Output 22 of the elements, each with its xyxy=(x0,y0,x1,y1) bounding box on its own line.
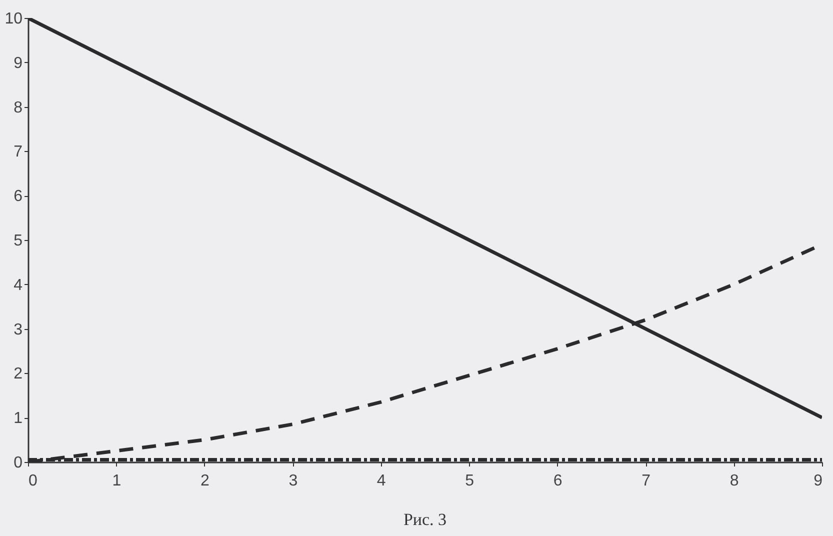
x-tick-label: 5 xyxy=(465,472,474,490)
x-tick-label: 4 xyxy=(376,472,386,490)
x-tick-label: 3 xyxy=(288,472,298,490)
y-tick-label: 4 xyxy=(14,276,23,294)
y-tick-label: 6 xyxy=(14,188,23,206)
y-tick-label: 7 xyxy=(14,144,23,161)
y-tick-label: 1 xyxy=(14,410,23,428)
y-tick-label: 2 xyxy=(14,366,23,383)
x-tick-label: 7 xyxy=(642,472,651,490)
x-tick-label: 1 xyxy=(112,472,122,490)
x-tick-label: 9 xyxy=(814,472,823,490)
x-tick-label: 6 xyxy=(553,472,562,490)
y-tick-label: 3 xyxy=(14,321,23,338)
text: Рис. 3 xyxy=(403,510,447,529)
x-tick-label: 0 xyxy=(28,472,38,490)
y-tick-label: 9 xyxy=(14,54,23,72)
y-tick-label: 0 xyxy=(14,454,23,472)
y-tick-label: 10 xyxy=(4,10,23,28)
y-tick-label: 8 xyxy=(14,99,23,116)
y-tick-label: 5 xyxy=(14,232,23,250)
x-tick-label: 2 xyxy=(200,472,210,490)
x-tick-label: 8 xyxy=(730,472,739,490)
